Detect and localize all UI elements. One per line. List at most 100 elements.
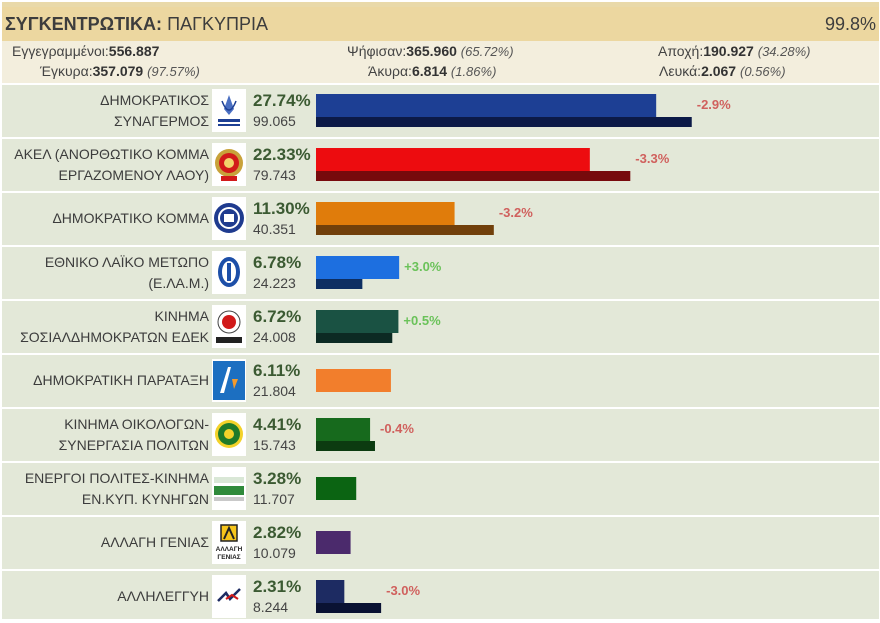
row-separator <box>2 137 879 139</box>
title-bold: ΣΥΓΚΕΝΤΡΩΤΙΚΑ: <box>5 14 163 34</box>
party-votes: 15.743 <box>253 437 296 453</box>
party-row: ΔΗΜΟΚΡΑΤΙΚΟΣ ΣΥΝΑΓΕΡΜΟΣ 27.74% 99.065 <box>2 85 879 137</box>
party-name: ΑΛΛΗΛΕΓΓΥΗ <box>0 586 209 607</box>
stat-voted-pct: (65.72%) <box>460 44 514 59</box>
party-logo <box>212 413 246 456</box>
party-logo <box>212 467 246 510</box>
stat-blank-label: Λευκά: <box>659 63 702 79</box>
party-name-line1: ΑΚΕΛ (ΑΝΟΡΘΩΤΙΚΟ ΚΟΜΜΑ <box>14 146 209 162</box>
party-row: ΚΙΝΗΜΑ ΟΙΚΟΛΟΓΩΝ- ΣΥΝΕΡΓΑΣΙΑ ΠΟΛΙΤΩΝ 4.41%… <box>2 409 879 461</box>
bar-current <box>316 202 455 225</box>
party-percentage: 3.28% <box>253 469 302 488</box>
stat-voted-value: 365.960 <box>406 43 457 59</box>
party-name-line2: ΣΟΣΙΑΛΔΗΜΟΚΡΑΤΩΝ ΕΔΕΚ <box>20 329 209 345</box>
turnout-stats: Εγγεγραμμένοι:556.887 Ψήφισαν:365.960 (6… <box>2 41 879 83</box>
bar-previous <box>316 171 631 181</box>
party-votes: 24.223 <box>253 275 296 291</box>
party-name: ΚΙΝΗΜΑ ΣΟΣΙΑΛΔΗΜΟΚΡΑΤΩΝ ΕΔΕΚ <box>0 306 209 348</box>
akel-logo-icon <box>215 149 243 181</box>
bar-current <box>316 369 391 392</box>
party-votes: 11.707 <box>253 491 295 507</box>
party-name: ΑΛΛΑΓΗ ΓΕΝΙΑΣ <box>0 532 209 553</box>
party-name: ΔΗΜΟΚΡΑΤΙΚΟ ΚΟΜΜΑ <box>0 208 209 229</box>
party-name: ΑΚΕΛ (ΑΝΟΡΘΩΤΙΚΟ ΚΟΜΜΑ ΕΡΓΑΖΟΜΕΝΟΥ ΛΑΟΥ) <box>0 144 209 186</box>
stat-abstention: Αποχή:190.927 (34.28%) <box>658 43 810 59</box>
party-logo: ΑΛΛΑΓΗ ΓΕΝΙΑΣ <box>212 521 246 564</box>
title-region: ΠΑΓΚΥΠΡΙΑ <box>167 14 269 34</box>
party-percentage: 2.31% <box>253 577 302 596</box>
stat-blank-pct: (0.56%) <box>740 64 786 79</box>
party-votes: 10.079 <box>253 545 296 561</box>
party-name-line1: ΕΝΕΡΓΟΙ ΠΟΛΙΤΕΣ-ΚΙΝΗΜΑ <box>24 470 209 486</box>
stat-abstention-pct: (34.28%) <box>757 44 811 59</box>
active-citizens-logo-icon <box>214 477 244 501</box>
party-name-line2: ΕΡΓΑΖΟΜΕΝΟΥ ΛΑΟΥ) <box>58 167 209 183</box>
row-separator <box>2 83 879 85</box>
row-separator <box>2 569 879 571</box>
ecologists-logo-icon <box>215 420 243 448</box>
stat-invalid-label: Άκυρα: <box>368 63 412 79</box>
party-logo <box>212 305 246 348</box>
party-row: ΑΚΕΛ (ΑΝΟΡΘΩΤΙΚΟ ΚΟΜΜΑ ΕΡΓΑΖΟΜΕΝΟΥ ΛΑΟΥ) 2… <box>2 139 879 191</box>
stat-registered-value: 556.887 <box>108 43 160 59</box>
stat-blank-value: 2.067 <box>701 63 737 79</box>
party-row: ΕΘΝΙΚΟ ΛΑΪΚΟ ΜΕΤΩΠΟ (Ε.ΛΑ.Μ.) 6.78% 24.223 <box>2 247 879 299</box>
party-votes: 40.351 <box>253 221 296 237</box>
change-label: +0.5% <box>403 313 441 328</box>
party-votes: 24.008 <box>253 329 296 345</box>
party-name-line1: ΚΙΝΗΜΑ ΟΙΚΟΛΟΓΩΝ- <box>64 416 209 432</box>
bar-current <box>316 580 345 603</box>
logo-text-line2: ΓΕΝΙΑΣ <box>217 554 240 561</box>
party-votes: 99.065 <box>253 113 296 129</box>
party-logo <box>212 575 246 618</box>
stat-registered-label: Εγγεγραμμένοι: <box>12 43 109 59</box>
diko-logo-icon <box>214 203 244 233</box>
stat-voted-label: Ψήφισαν: <box>347 43 407 59</box>
change-label: -3.0% <box>386 583 420 598</box>
party-percentage: 11.30% <box>253 199 310 218</box>
top-accent-line <box>2 2 879 7</box>
bar-current <box>316 418 371 441</box>
party-votes: 79.743 <box>253 167 296 183</box>
bar-current <box>316 477 357 500</box>
edek-logo-icon <box>216 310 242 343</box>
bar-current <box>316 94 657 117</box>
stat-invalid-value: 6.814 <box>411 63 447 79</box>
party-name: ΕΝΕΡΓΟΙ ΠΟΛΙΤΕΣ-ΚΙΝΗΜΑ ΕΝ.ΚΥΠ. ΚΥΝΗΓΩΝ <box>0 468 209 510</box>
page-title: ΣΥΓΚΕΝΤΡΩΤΙΚΑ: ΠΑΓΚΥΠΡΙΑ <box>5 14 268 35</box>
party-name-line2: ΕΝ.ΚΥΠ. ΚΥΝΗΓΩΝ <box>81 491 209 507</box>
allileggyi-logo-icon <box>217 588 241 602</box>
party-row: ΔΗΜΟΚΡΑΤΙΚΗ ΠΑΡΑΤΑΞΗ 6.11% 21.804 <box>2 355 879 407</box>
row-separator <box>2 245 879 247</box>
party-name-line2: (Ε.ΛΑ.Μ.) <box>148 275 209 291</box>
dhsy-logo-icon <box>218 95 240 126</box>
party-logo <box>212 359 246 402</box>
party-name: ΚΙΝΗΜΑ ΟΙΚΟΛΟΓΩΝ- ΣΥΝΕΡΓΑΣΙΑ ΠΟΛΙΤΩΝ <box>0 414 209 456</box>
bar-previous <box>316 333 393 343</box>
party-name-line2: ΔΗΜΟΚΡΑΤΙΚΗ ΠΑΡΑΤΑΞΗ <box>33 372 209 388</box>
party-name-line1: ΚΙΝΗΜΑ <box>154 308 209 324</box>
elam-logo-icon <box>218 257 240 287</box>
party-name: ΔΗΜΟΚΡΑΤΙΚΟΣ ΣΥΝΑΓΕΡΜΟΣ <box>0 90 209 132</box>
party-percentage: 6.72% <box>253 307 302 326</box>
logo-text-line1: ΑΛΛΑΓΗ <box>216 546 243 553</box>
party-row: ΔΗΜΟΚΡΑΤΙΚΟ ΚΟΜΜΑ 11.30% 40.351 <box>2 193 879 245</box>
party-row: ΕΝΕΡΓΟΙ ΠΟΛΙΤΕΣ-ΚΙΝΗΜΑ ΕΝ.ΚΥΠ. ΚΥΝΗΓΩΝ 3.2… <box>2 463 879 515</box>
party-name-line2: ΣΥΝΑΓΕΡΜΟΣ <box>113 113 209 129</box>
party-name-line2: ΣΥΝΕΡΓΑΣΙΑ ΠΟΛΙΤΩΝ <box>58 437 209 453</box>
counted-percentage: 99.8% <box>824 14 876 34</box>
stat-valid-value: 357.079 <box>92 63 144 79</box>
party-logo <box>212 251 246 294</box>
bar-current <box>316 148 590 171</box>
bar-previous <box>316 603 382 613</box>
change-label: -0.4% <box>380 421 414 436</box>
bar-current <box>316 310 399 333</box>
party-logo <box>212 143 246 186</box>
party-name: ΕΘΝΙΚΟ ΛΑΪΚΟ ΜΕΤΩΠΟ (Ε.ΛΑ.Μ.) <box>0 252 209 294</box>
stat-abstention-label: Αποχή: <box>658 43 704 59</box>
party-percentage: 27.74% <box>253 91 311 110</box>
party-logo <box>212 89 246 132</box>
